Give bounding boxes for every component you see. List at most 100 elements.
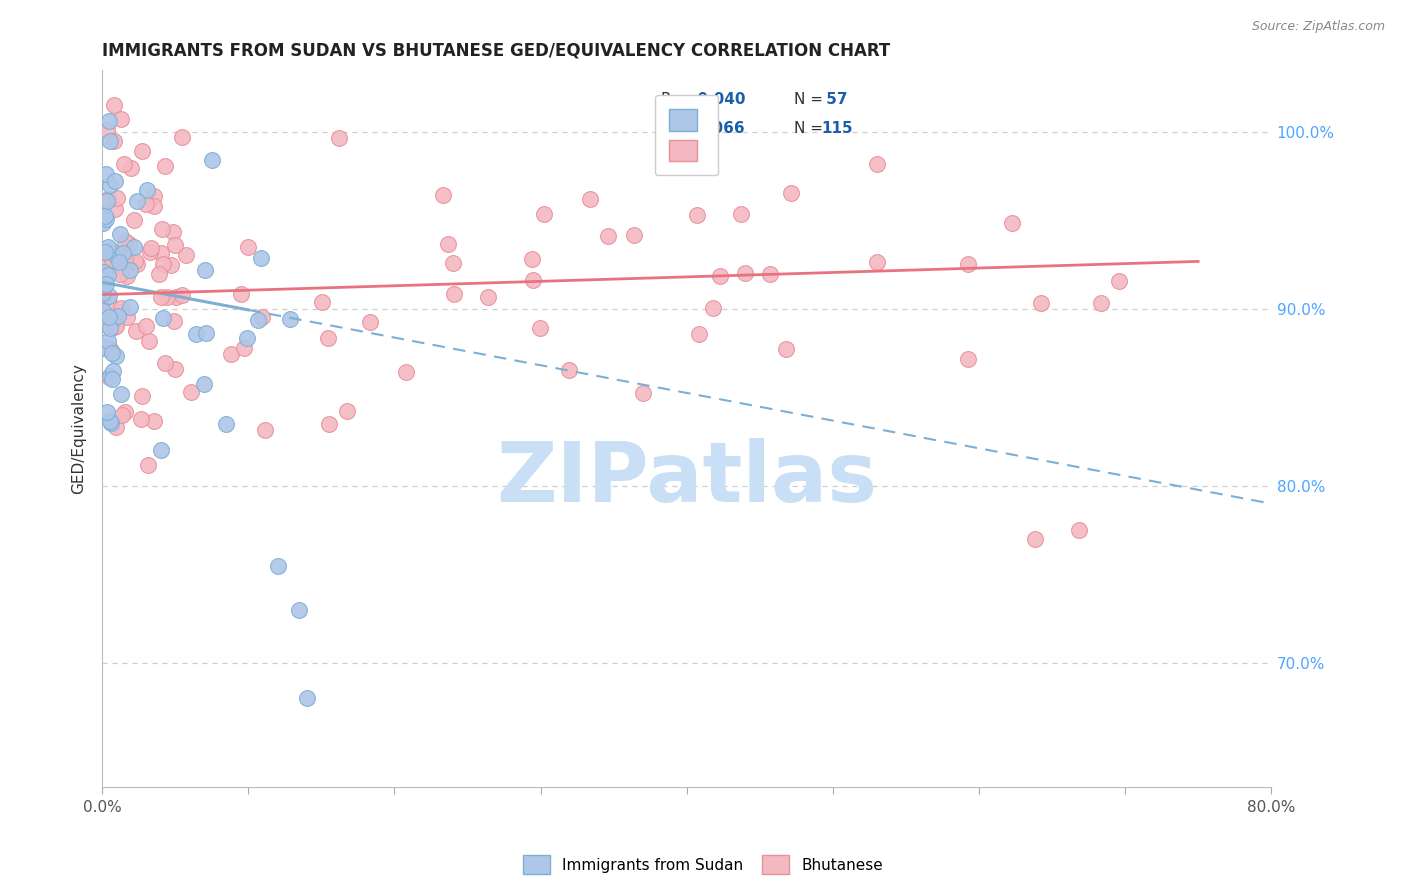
Point bbox=[107, 309, 129, 323]
Point bbox=[127, 194, 149, 209]
Point bbox=[94, 340, 117, 354]
Point bbox=[1090, 296, 1112, 310]
Point bbox=[235, 331, 257, 345]
Point bbox=[101, 313, 124, 327]
Point bbox=[623, 228, 645, 243]
Point bbox=[98, 310, 121, 325]
Point bbox=[165, 237, 187, 252]
Point bbox=[100, 416, 122, 430]
Point bbox=[359, 315, 381, 329]
Point bbox=[104, 202, 127, 217]
Point bbox=[115, 269, 138, 284]
Point bbox=[91, 215, 114, 229]
Point bbox=[236, 240, 259, 254]
Point bbox=[174, 247, 197, 261]
Text: Source: ZipAtlas.com: Source: ZipAtlas.com bbox=[1251, 20, 1385, 33]
Point bbox=[93, 265, 115, 279]
Point bbox=[956, 256, 979, 270]
Point bbox=[152, 257, 174, 271]
Point bbox=[122, 213, 145, 227]
Point bbox=[97, 192, 120, 206]
Point bbox=[522, 272, 544, 286]
Point bbox=[288, 603, 311, 617]
Point bbox=[201, 153, 224, 167]
Point bbox=[149, 290, 172, 304]
Point bbox=[250, 251, 273, 265]
Point bbox=[110, 387, 132, 401]
Point bbox=[101, 252, 124, 267]
Point bbox=[709, 268, 731, 283]
Point bbox=[114, 252, 136, 267]
Point bbox=[135, 196, 157, 211]
Point bbox=[394, 365, 416, 379]
Point bbox=[115, 310, 138, 325]
Point bbox=[153, 159, 176, 173]
Point bbox=[734, 266, 756, 280]
Point bbox=[437, 237, 460, 252]
Point bbox=[529, 321, 551, 335]
Point bbox=[104, 420, 127, 434]
Point bbox=[180, 385, 202, 400]
Point bbox=[432, 187, 454, 202]
Point bbox=[97, 334, 120, 349]
Point bbox=[96, 194, 118, 208]
Point bbox=[153, 356, 176, 370]
Point bbox=[112, 157, 135, 171]
Point bbox=[100, 343, 122, 357]
Point bbox=[120, 300, 142, 314]
Point bbox=[93, 291, 115, 305]
Text: R =: R = bbox=[661, 121, 695, 136]
Point bbox=[250, 310, 273, 324]
Point bbox=[104, 318, 127, 333]
Point bbox=[194, 263, 217, 277]
Point bbox=[96, 211, 118, 226]
Point bbox=[97, 295, 120, 310]
Point bbox=[246, 313, 269, 327]
Point bbox=[730, 207, 752, 221]
Text: -0.040: -0.040 bbox=[692, 92, 747, 107]
Point bbox=[193, 376, 215, 391]
Point bbox=[316, 330, 339, 344]
Point bbox=[125, 257, 148, 271]
Point bbox=[155, 290, 177, 304]
Point bbox=[336, 404, 359, 418]
Point bbox=[103, 135, 125, 149]
Point bbox=[1001, 216, 1024, 230]
Point bbox=[108, 227, 131, 241]
Point bbox=[97, 240, 120, 254]
Point bbox=[110, 112, 132, 127]
Point bbox=[215, 417, 238, 431]
Point bbox=[170, 130, 193, 145]
Point bbox=[520, 252, 543, 267]
Point bbox=[129, 412, 152, 426]
Point bbox=[125, 325, 148, 339]
Point bbox=[105, 191, 128, 205]
Point bbox=[94, 167, 117, 181]
Point bbox=[91, 341, 114, 355]
Text: 115: 115 bbox=[821, 121, 853, 136]
Point bbox=[94, 277, 117, 291]
Point bbox=[105, 259, 128, 273]
Point bbox=[98, 321, 121, 335]
Point bbox=[96, 122, 118, 136]
Point bbox=[91, 303, 114, 318]
Point bbox=[141, 241, 163, 255]
Point bbox=[229, 287, 252, 301]
Point bbox=[135, 318, 157, 333]
Point bbox=[104, 349, 127, 363]
Point bbox=[97, 288, 120, 302]
Point bbox=[131, 144, 153, 158]
Point bbox=[186, 327, 208, 342]
Point bbox=[138, 334, 160, 348]
Point bbox=[233, 341, 256, 355]
Point bbox=[136, 458, 159, 472]
Point bbox=[120, 263, 142, 277]
Point bbox=[759, 267, 782, 281]
Point bbox=[104, 174, 127, 188]
Point bbox=[631, 385, 654, 400]
Point bbox=[98, 369, 121, 384]
Point bbox=[104, 319, 127, 334]
Text: N =: N = bbox=[794, 121, 828, 136]
Point bbox=[98, 368, 121, 383]
Point bbox=[124, 254, 146, 268]
